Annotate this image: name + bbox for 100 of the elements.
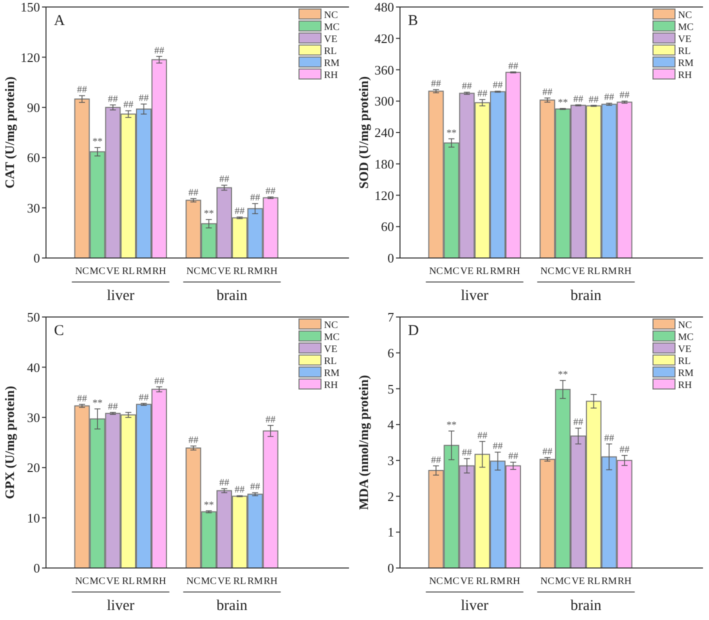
text: NC xyxy=(429,576,443,587)
legend-label: RL xyxy=(324,46,337,57)
legend-label: VE xyxy=(324,344,338,355)
data-label: ## xyxy=(620,90,630,102)
text: MC xyxy=(444,266,460,277)
text: VE xyxy=(106,266,120,277)
legend-label: MC xyxy=(678,22,694,33)
legend-label: MC xyxy=(324,22,340,33)
data-label: ** xyxy=(204,208,214,220)
x-tick-label: brain xyxy=(216,598,248,614)
data-label: ## xyxy=(188,188,198,199)
legend-label: VE xyxy=(324,34,338,45)
y-tick-label: 120 xyxy=(374,188,394,203)
data-label: ## xyxy=(138,392,149,404)
text: NC xyxy=(75,266,89,277)
text: RM xyxy=(601,576,617,587)
y-tick-label: 0 xyxy=(34,560,40,576)
text: RH xyxy=(264,576,278,587)
legend-label: VE xyxy=(678,344,692,355)
data-label: ## xyxy=(108,401,118,412)
text: NC xyxy=(186,266,200,277)
data-label: ## xyxy=(77,84,88,96)
y-tick-label: 50 xyxy=(27,310,40,325)
text: NC xyxy=(540,576,554,587)
text: VE xyxy=(460,576,474,587)
data-label: ## xyxy=(154,376,164,387)
data-label: ** xyxy=(558,97,568,108)
text: MC xyxy=(201,266,217,277)
text: VE xyxy=(460,266,474,277)
x-tick-label: liver xyxy=(106,598,134,614)
text: RL xyxy=(587,576,600,587)
text: NC xyxy=(429,266,443,277)
text: RM xyxy=(136,576,152,587)
legend-label: RH xyxy=(678,70,692,81)
y-tick-label: 90 xyxy=(27,100,40,115)
y-tick-label: 4 xyxy=(388,417,394,432)
text: RM xyxy=(247,576,263,587)
text: RL xyxy=(122,576,135,587)
y-tick-label: 60 xyxy=(381,219,394,234)
data-label: ** xyxy=(446,128,456,139)
data-label: ## xyxy=(234,484,245,496)
text: RH xyxy=(152,266,166,277)
data-label: ## xyxy=(492,441,503,452)
y-tick-label: 240 xyxy=(374,125,394,140)
y-axis-title: SOD (U/mg protein) xyxy=(356,76,371,189)
text: VE xyxy=(572,576,585,587)
text: RH xyxy=(618,266,632,277)
y-tick-label: 150 xyxy=(20,0,40,15)
chart-title: C xyxy=(54,323,64,339)
data-label: ## xyxy=(492,80,503,92)
legend-label: NC xyxy=(324,10,338,21)
y-tick-label: 2 xyxy=(388,488,394,504)
legend-label: NC xyxy=(678,320,692,331)
text: RM xyxy=(490,576,506,587)
text: MC xyxy=(555,266,571,277)
text: VE xyxy=(572,266,585,277)
text: RH xyxy=(618,576,632,587)
y-tick-label: 60 xyxy=(27,150,40,166)
y-tick-label: 0 xyxy=(34,250,40,266)
text: RH xyxy=(506,266,520,277)
y-tick-label: 300 xyxy=(374,94,394,109)
text: RL xyxy=(233,266,246,277)
text: RH xyxy=(264,266,278,277)
chart-title: A xyxy=(54,13,65,29)
text: VE xyxy=(218,576,231,587)
x-tick-label: brain xyxy=(216,288,248,304)
y-axis-title: CAT (U/mg protein) xyxy=(2,76,17,188)
text: RL xyxy=(476,576,489,587)
chart-title: B xyxy=(408,13,418,29)
data-label: ## xyxy=(542,86,552,98)
data-label: ## xyxy=(477,430,488,442)
chart-title: D xyxy=(408,323,419,339)
text: MC xyxy=(201,576,217,587)
y-tick-label: 3 xyxy=(388,452,394,468)
legend-label: RM xyxy=(324,58,340,69)
y-tick-label: 120 xyxy=(20,50,40,65)
legend-label: RM xyxy=(678,58,694,69)
text: RL xyxy=(122,266,135,277)
text: RM xyxy=(247,266,263,277)
data-label: ## xyxy=(573,417,584,428)
data-label: ## xyxy=(123,100,134,111)
x-tick-label: brain xyxy=(570,598,602,614)
data-label: ## xyxy=(620,444,630,456)
legend-label: RH xyxy=(678,380,692,391)
data-label: ## xyxy=(462,448,472,459)
x-tick-label: liver xyxy=(460,288,488,304)
y-tick-label: 0 xyxy=(388,250,394,266)
data-label: ## xyxy=(431,454,442,466)
data-label: ## xyxy=(219,174,230,186)
data-label: ## xyxy=(431,78,442,90)
text: VE xyxy=(218,266,231,277)
data-label: ** xyxy=(204,500,214,511)
y-tick-label: 180 xyxy=(374,156,394,172)
y-axis-title: MDA (nmol/mg protein) xyxy=(356,375,371,510)
text: NC xyxy=(186,576,200,587)
data-label: ## xyxy=(462,81,472,92)
y-tick-label: 420 xyxy=(374,30,394,46)
data-label: ## xyxy=(138,93,149,104)
data-label: ## xyxy=(188,435,198,446)
data-label: ## xyxy=(250,482,260,493)
